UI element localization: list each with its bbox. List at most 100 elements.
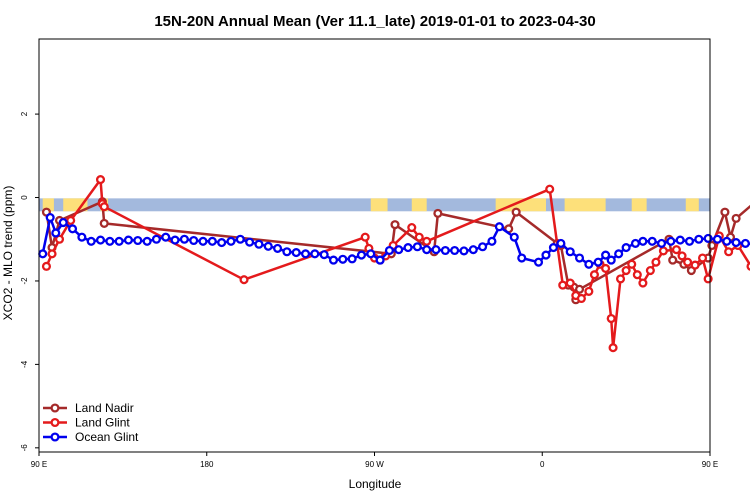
- land-segment: [411, 198, 427, 212]
- data-point: [697, 253, 708, 263]
- data-point: [541, 250, 551, 260]
- data-point: [245, 237, 255, 247]
- data-point: [366, 249, 376, 259]
- data-point: [651, 257, 661, 267]
- data-point: [300, 249, 311, 259]
- legend-label: Land Glint: [75, 416, 130, 430]
- data-point: [683, 257, 693, 267]
- data-point: [375, 255, 385, 265]
- data-point: [151, 234, 161, 244]
- y-tick-label: 0: [20, 195, 29, 200]
- data-point: [684, 236, 695, 246]
- legend-label: Land Nadir: [75, 401, 134, 415]
- data-point: [161, 232, 171, 242]
- data-point: [198, 236, 208, 246]
- data-point: [99, 202, 109, 212]
- data-point: [38, 249, 48, 259]
- data-point: [548, 243, 558, 253]
- data-point: [740, 238, 750, 248]
- data-point: [694, 234, 704, 244]
- data-point: [668, 255, 678, 265]
- data-point: [179, 234, 189, 244]
- data-point: [51, 228, 61, 238]
- data-point: [675, 235, 685, 245]
- data-point: [574, 253, 585, 263]
- data-point: [638, 278, 648, 288]
- data-point: [347, 254, 357, 264]
- data-point: [606, 313, 616, 324]
- y-axis-label: XCO2 - MLO trend (ppm): [1, 186, 15, 321]
- data-point: [282, 247, 292, 257]
- data-point: [565, 247, 575, 257]
- data-point: [422, 236, 432, 246]
- legend-swatch-marker: [50, 403, 60, 413]
- data-point: [217, 238, 227, 248]
- data-point: [207, 236, 217, 246]
- data-point: [123, 235, 134, 245]
- data-point: [584, 259, 594, 269]
- land-segment: [685, 198, 699, 212]
- data-point: [45, 212, 55, 223]
- data-point: [133, 235, 143, 246]
- data-point: [394, 245, 404, 255]
- data-point: [412, 242, 422, 252]
- data-point: [390, 220, 400, 230]
- data-point: [574, 284, 585, 294]
- data-point: [565, 278, 575, 288]
- land-segment: [370, 198, 388, 212]
- data-point: [545, 184, 555, 194]
- data-point: [511, 207, 521, 217]
- data-point: [584, 286, 594, 296]
- data-point: [403, 243, 413, 253]
- data-point: [632, 270, 642, 280]
- data-point: [615, 274, 626, 284]
- series-line: [41, 216, 750, 266]
- data-point: [731, 238, 741, 248]
- data-point: [384, 245, 394, 256]
- data-point: [41, 261, 52, 271]
- data-point: [414, 232, 424, 242]
- data-point: [58, 218, 68, 228]
- data-point: [114, 236, 124, 246]
- data-point: [494, 222, 504, 232]
- chart-title: 15N-20N Annual Mean (Ver 11.1_late) 2019…: [154, 13, 595, 30]
- data-point: [319, 250, 329, 260]
- x-tick-label: 180: [200, 460, 214, 469]
- data-point: [621, 265, 631, 276]
- data-point: [338, 254, 348, 264]
- data-point: [647, 236, 657, 246]
- data-point: [703, 274, 713, 284]
- data-point: [254, 239, 264, 249]
- legend-label: Ocean Glint: [75, 430, 139, 444]
- x-tick-label: 90 E: [702, 460, 718, 469]
- land-segment: [631, 198, 647, 212]
- land-segment: [42, 198, 54, 212]
- data-point: [589, 270, 599, 280]
- data-point: [593, 257, 603, 267]
- land-segment: [63, 198, 88, 212]
- data-point: [459, 246, 469, 256]
- data-point: [487, 236, 497, 246]
- data-point: [226, 236, 236, 246]
- data-point: [517, 253, 527, 263]
- data-point: [105, 236, 115, 246]
- data-point: [703, 233, 713, 243]
- data-point: [601, 250, 611, 260]
- data-point: [638, 236, 648, 246]
- data-point: [142, 236, 152, 246]
- data-point: [671, 245, 681, 255]
- data-point: [440, 245, 450, 256]
- data-point: [627, 259, 637, 269]
- land-ocean-band: [39, 198, 710, 212]
- data-point: [54, 234, 65, 244]
- legend-item: Ocean Glint: [43, 430, 139, 444]
- legend-item: Land Glint: [43, 416, 130, 430]
- x-axis-label: Longitude: [349, 477, 402, 491]
- data-point: [576, 293, 586, 304]
- data-point: [677, 251, 687, 261]
- data-point: [690, 260, 700, 270]
- y-axis: 2 0 -2 -4 -6: [20, 111, 39, 451]
- data-point: [356, 250, 367, 260]
- plot-frame: [38, 38, 711, 453]
